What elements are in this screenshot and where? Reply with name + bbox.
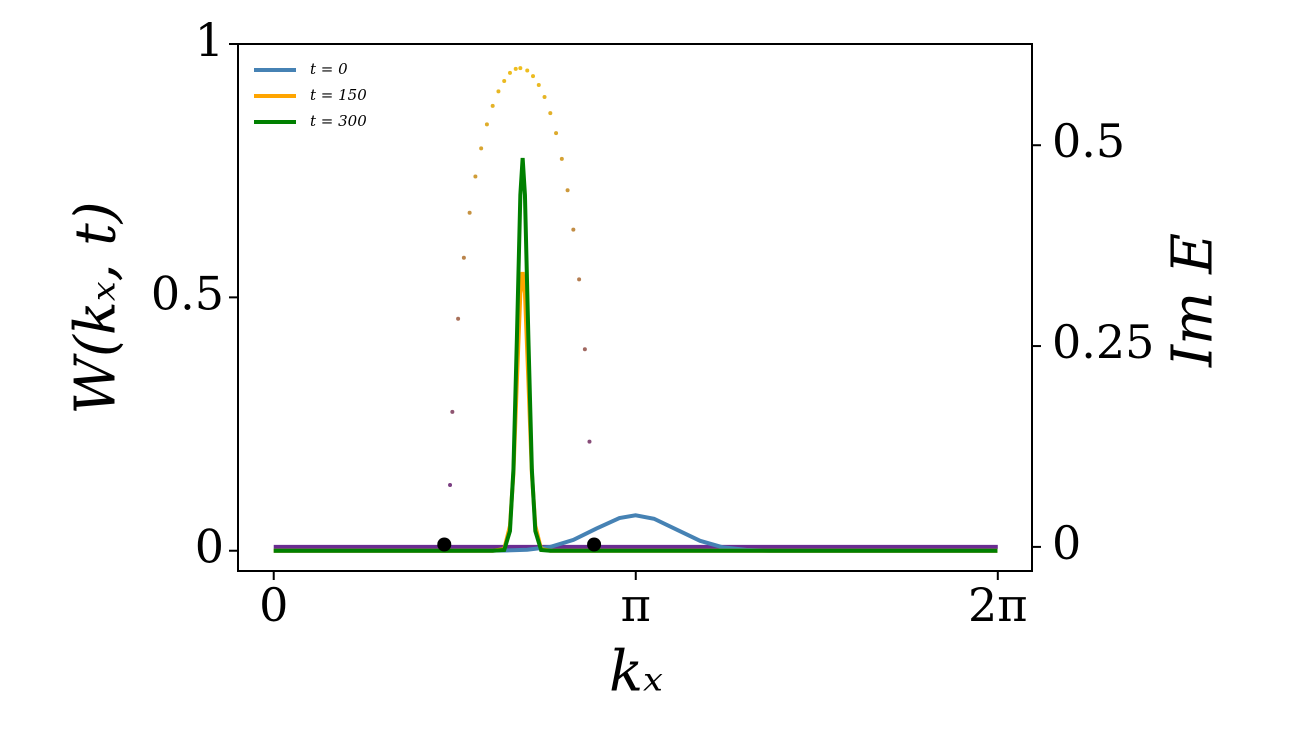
scatter-point bbox=[587, 439, 592, 444]
scatter-point bbox=[484, 122, 489, 127]
scatter-point bbox=[479, 146, 484, 151]
x-tick-label: 2π bbox=[968, 578, 1028, 632]
scatter-point bbox=[531, 74, 536, 79]
scatter-point bbox=[437, 537, 452, 552]
scatter-point bbox=[473, 174, 478, 179]
scatter-point bbox=[490, 103, 495, 108]
x-tick-label: 0 bbox=[259, 578, 288, 632]
y-tick-label: 1 bbox=[195, 13, 224, 67]
scatter-point bbox=[587, 537, 602, 552]
scatter-point bbox=[518, 66, 523, 71]
y2-tick-label: 0 bbox=[1052, 516, 1081, 570]
legend-label: t = 300 bbox=[310, 112, 367, 130]
legend-label: t = 150 bbox=[310, 86, 367, 104]
scatter-point bbox=[536, 82, 541, 87]
scatter-point bbox=[461, 255, 466, 260]
scatter-point bbox=[565, 188, 570, 193]
scatter-point bbox=[542, 95, 547, 100]
scatter-point bbox=[525, 68, 530, 73]
x-tick-label: π bbox=[621, 578, 651, 632]
series-line bbox=[273, 157, 998, 553]
scatter-point bbox=[467, 210, 472, 215]
scatter-point bbox=[513, 66, 518, 71]
scatter-point bbox=[554, 131, 559, 136]
y2-axis-label: Im E bbox=[1161, 233, 1226, 368]
scatter-point bbox=[502, 78, 507, 83]
y-tick-label: 0.5 bbox=[151, 266, 224, 320]
legend-label: t = 0 bbox=[310, 60, 348, 78]
scatter-point bbox=[507, 70, 512, 75]
scatter-point bbox=[571, 227, 576, 232]
plot-frame bbox=[237, 43, 1033, 572]
scatter-point bbox=[577, 277, 582, 282]
x-axis-label: kₓ bbox=[609, 640, 663, 705]
y2-tick-label: 0.5 bbox=[1052, 114, 1125, 168]
y-axis-label: W(kₓ, t) bbox=[64, 201, 129, 414]
scatter-point bbox=[448, 483, 453, 488]
y-tick-label: 0 bbox=[195, 520, 224, 574]
scatter-point bbox=[582, 347, 587, 352]
y2-tick-label: 0.25 bbox=[1052, 315, 1154, 369]
scatter-point bbox=[559, 156, 564, 161]
scatter-point bbox=[496, 89, 501, 94]
scatter-point bbox=[548, 111, 553, 116]
scatter-point bbox=[456, 316, 461, 321]
scatter-point bbox=[450, 409, 455, 414]
